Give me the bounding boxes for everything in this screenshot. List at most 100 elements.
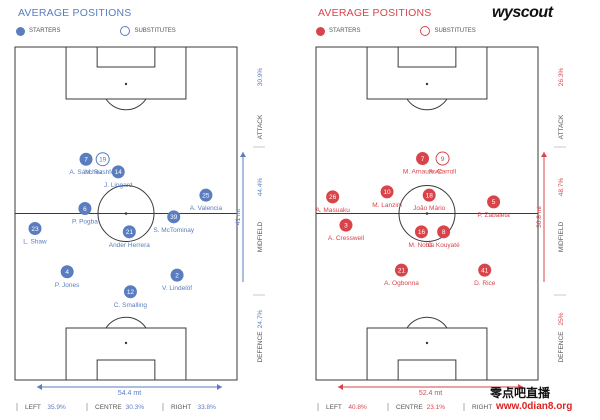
player-name: C. Kouyaté: [428, 242, 461, 249]
player-number: 18: [426, 192, 434, 199]
side-label: RIGHT: [171, 404, 191, 411]
player-name: S. McTominay: [153, 227, 195, 234]
width-arrow-head: [518, 384, 523, 390]
player-number: 2: [175, 272, 179, 279]
bottom-goal-area: [96, 359, 156, 381]
starter-marker: [339, 218, 353, 232]
brand-logo: wyscout: [492, 4, 553, 21]
starter-marker: [478, 263, 492, 277]
starter-marker: [199, 188, 213, 202]
bottom-penalty-spot: [124, 341, 128, 345]
player-number: 6: [83, 206, 87, 213]
right-legend: STARTERS SUBSTITUTES: [316, 26, 476, 36]
centre-spot: [124, 212, 128, 215]
starter-marker: [170, 268, 184, 282]
zone-percent: 25%: [558, 312, 565, 325]
player-name: A. Ogbonna: [384, 280, 419, 287]
side-percent: 23.1%: [427, 404, 446, 411]
substitute-ring-icon: [420, 26, 431, 36]
player-name: A. Sánchez: [69, 169, 102, 176]
player-name: M. Lanzini: [372, 202, 402, 209]
player-number: 5: [492, 199, 496, 206]
top-penalty-arc: [406, 98, 448, 111]
top-goal-area: [397, 46, 457, 68]
player-name: João Mário: [413, 205, 446, 212]
right-title: AVERAGE POSITIONS: [318, 7, 432, 19]
depth-label: 41 mt: [235, 209, 242, 225]
starter-marker: [79, 152, 93, 166]
bottom-penalty-area: [366, 327, 488, 381]
zone-label: MIDFIELD: [257, 222, 264, 253]
side-label: RIGHT: [472, 404, 492, 411]
player-number: 39: [170, 214, 178, 221]
player-name: P. Jones: [55, 282, 80, 289]
zone-percent: 30.9%: [257, 68, 264, 87]
side-label: LEFT: [326, 404, 342, 411]
watermark-text: 零点吧直播: [490, 386, 551, 400]
starter-marker: [326, 190, 340, 204]
starter-marker: [78, 202, 92, 216]
depth-label: 36.8 mt: [536, 206, 543, 228]
player-name: Ander Herrera: [109, 242, 151, 249]
player-name: M. Noble: [408, 242, 434, 249]
zone-percent: 24.7%: [257, 310, 264, 329]
depth-arrow-head: [240, 152, 246, 157]
side-label: LEFT: [25, 404, 41, 411]
top-penalty-area: [366, 46, 488, 100]
player-number: 7: [84, 157, 88, 164]
player-name: P. Zabaleta: [477, 212, 510, 219]
substitute-ring-icon: [120, 26, 131, 36]
width-arrow-head: [338, 384, 343, 390]
top-penalty-spot: [124, 82, 128, 86]
zone-label: DEFENCE: [558, 331, 565, 363]
starter-marker: [123, 285, 137, 299]
starter-marker: [422, 188, 436, 202]
substitute-marker: [95, 152, 110, 167]
zone-label: ATTACK: [257, 114, 264, 139]
side-label: CENTRE: [95, 404, 122, 411]
starter-marker: [167, 210, 181, 224]
starter-marker: [380, 185, 394, 199]
starter-marker: [487, 195, 501, 209]
legend-substitutes: SUBSTITUTES: [434, 28, 476, 34]
player-number: 12: [127, 289, 135, 296]
player-name: A. Carroll: [429, 169, 457, 176]
player-name: P. Pogba: [72, 219, 98, 226]
side-label: CENTRE: [396, 404, 423, 411]
starter-marker: [122, 225, 136, 239]
substitute-marker: [435, 151, 450, 166]
centre-spot: [425, 212, 429, 215]
legend-substitutes: SUBSTITUTES: [134, 28, 176, 34]
bottom-penalty-area: [65, 327, 187, 381]
top-penalty-arc: [105, 98, 147, 111]
side-percent: 40.8%: [348, 404, 367, 411]
centre-circle: [398, 185, 456, 242]
player-name: M. Arnautović: [403, 169, 443, 176]
starter-marker: [111, 165, 125, 179]
top-penalty-area: [65, 46, 187, 100]
bottom-penalty-spot: [425, 341, 429, 345]
player-number: 4: [65, 269, 69, 276]
starter-dot-icon: [316, 26, 325, 36]
centre-circle: [97, 185, 155, 242]
player-number: 23: [31, 226, 39, 233]
zone-label: DEFENCE: [257, 331, 264, 363]
player-name: D. Rice: [474, 280, 496, 287]
watermark-url: www.0dian8.org: [496, 401, 573, 412]
player-name: V. Lindelöf: [162, 285, 192, 292]
bottom-penalty-arc: [406, 316, 448, 329]
player-number: 8: [442, 229, 446, 236]
player-name: A. Masuaku: [315, 207, 350, 214]
width-label: 54.4 mt: [118, 390, 141, 397]
starter-marker: [60, 265, 74, 279]
side-percent: 30.3%: [126, 404, 145, 411]
top-goal-area: [96, 46, 156, 68]
starter-dot-icon: [16, 26, 25, 36]
legend-starters: STARTERS: [329, 28, 361, 34]
starter-marker: [394, 263, 408, 277]
player-name: C. Smalling: [114, 302, 148, 309]
player-number: 19: [99, 157, 107, 164]
left-title: AVERAGE POSITIONS: [18, 7, 132, 19]
left-legend: STARTERS SUBSTITUTES: [16, 26, 176, 36]
